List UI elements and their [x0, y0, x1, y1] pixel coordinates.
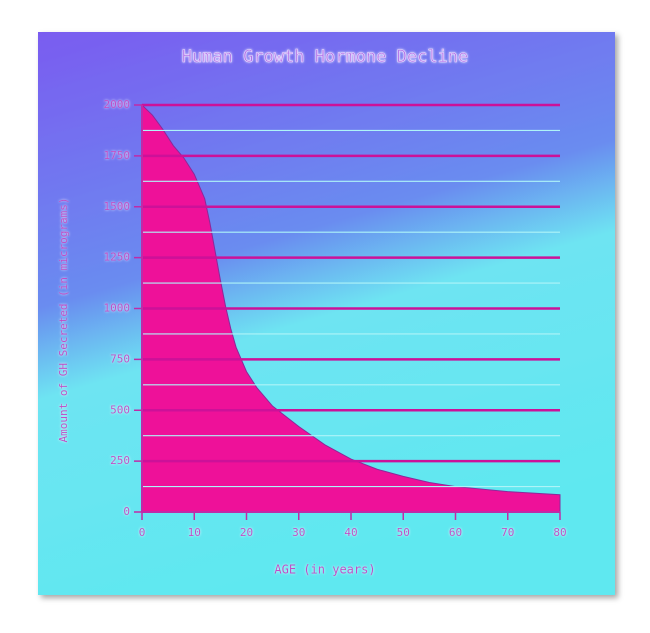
y-tick-label: 1500 — [104, 200, 131, 213]
x-tick-label: 70 — [501, 526, 514, 539]
x-tick-label: 0 — [139, 526, 146, 539]
y-tick-label: 500 — [110, 403, 130, 416]
y-tick-label: 1000 — [104, 302, 131, 315]
chart-title: Human Growth Hormone Decline — [182, 47, 469, 67]
y-tick-label: 1750 — [104, 149, 131, 162]
x-tick-label: 10 — [188, 526, 201, 539]
y-tick-label: 0 — [123, 505, 130, 518]
x-tick-label: 60 — [449, 526, 462, 539]
x-axis-label: AGE (in years) — [274, 563, 375, 577]
y-axis-label: Amount of GH Secreted (in micrograms) — [57, 197, 70, 442]
y-tick-label: 1250 — [104, 251, 131, 264]
x-tick-label: 30 — [292, 526, 305, 539]
y-tick-label: 750 — [110, 352, 130, 365]
x-tick-label: 20 — [240, 526, 253, 539]
x-tick-label: 40 — [344, 526, 357, 539]
x-tick-label: 80 — [553, 526, 566, 539]
x-tick-label: 50 — [397, 526, 410, 539]
y-tick-label: 250 — [110, 454, 130, 467]
y-tick-label: 2000 — [104, 98, 131, 111]
